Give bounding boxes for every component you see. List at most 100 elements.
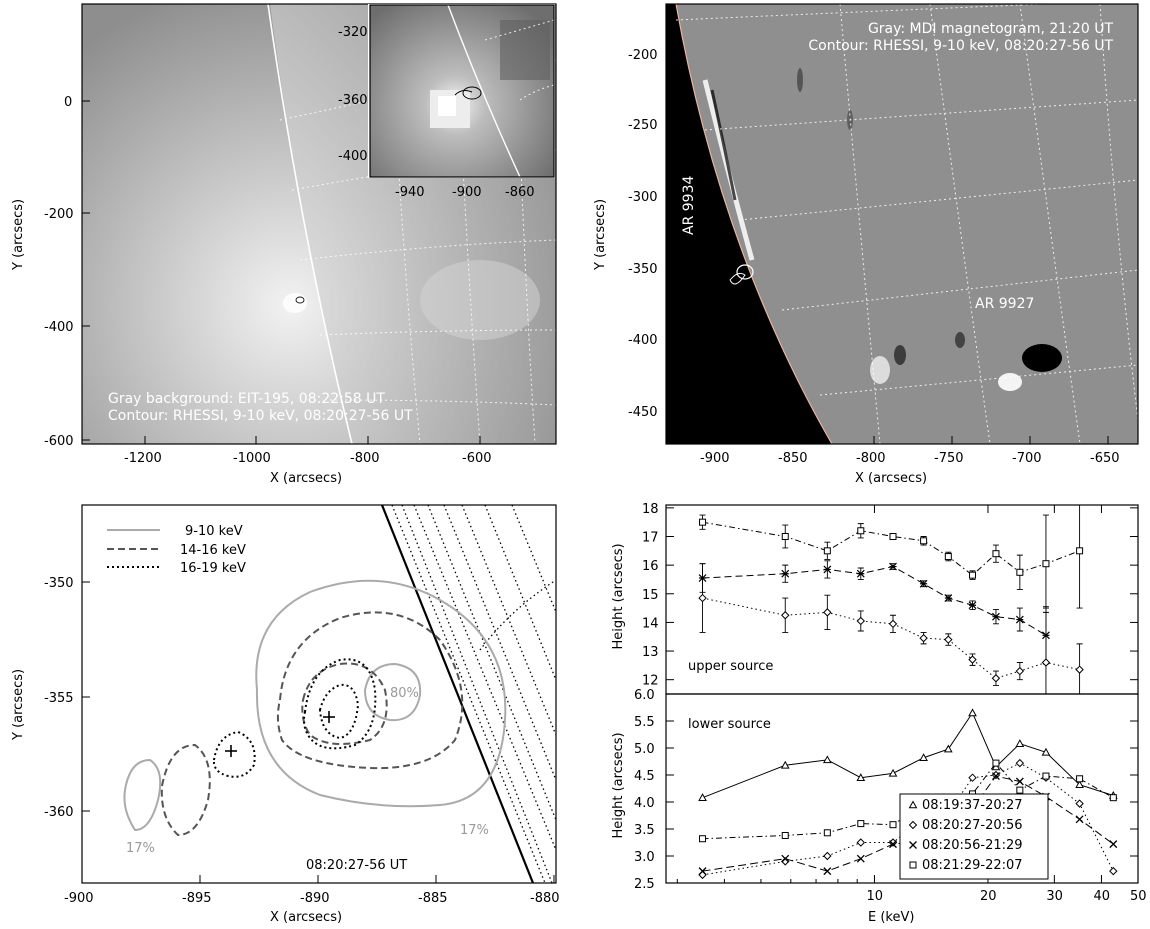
data-point-x xyxy=(889,840,897,849)
panel-a-caption-2: Contour: RHESSI, 9-10 keV, 08:20:27-56 U… xyxy=(108,408,413,424)
data-point-star xyxy=(944,594,953,602)
y-tick-label: -350 xyxy=(628,262,658,277)
data-point-diamond xyxy=(919,633,928,643)
data-point-diamond xyxy=(823,608,832,617)
lower-series-0 xyxy=(698,708,1118,801)
y-tick-label: -300 xyxy=(628,190,658,205)
data-point-x xyxy=(909,841,917,849)
data-point-triangle xyxy=(919,753,928,762)
data-point-square xyxy=(1042,772,1050,780)
x-axis-label: X (arcsecs) xyxy=(270,910,342,925)
series-line xyxy=(702,521,1080,576)
y-tick-label: -600 xyxy=(44,434,74,449)
rhessi-contour-limb xyxy=(736,264,754,280)
contour-level-label: 80% xyxy=(390,686,419,701)
x-axis-label: E (keV) xyxy=(868,910,914,925)
data-point-diamond xyxy=(968,773,977,782)
data-point-x xyxy=(781,854,790,863)
legend-box xyxy=(899,793,1049,880)
data-point-diamond xyxy=(1075,665,1084,674)
series-line xyxy=(702,566,1047,636)
panel-c-ticks xyxy=(81,581,555,883)
y-tick-label: 4.0 xyxy=(634,796,655,811)
x-tick-label: -650 xyxy=(1090,451,1120,466)
data-point-triangle xyxy=(908,800,918,809)
x-tick-label: -700 xyxy=(1012,451,1042,466)
inset-xtick-label: -940 xyxy=(395,185,425,200)
y-tick-label: -400 xyxy=(628,333,658,348)
panel-b-caption-1: Gray: MDI magnetogram, 21:20 UT xyxy=(868,21,1114,37)
y-axis-label: Y (arcsecs) xyxy=(11,199,26,271)
upper-series-0 xyxy=(699,504,1084,613)
lower-plot-frame xyxy=(665,693,1139,884)
data-point-square xyxy=(1076,547,1084,555)
y-tick-label: 5.5 xyxy=(634,715,655,730)
data-point-square xyxy=(909,861,917,869)
legend-label: 9-10 keV xyxy=(185,524,243,539)
y-tick-label: -450 xyxy=(628,405,658,420)
legend-label: 08:19:37-20:27 xyxy=(922,798,1023,813)
data-point-triangle xyxy=(698,793,707,801)
data-point-triangle xyxy=(856,773,866,781)
data-point-triangle xyxy=(888,768,898,777)
panel-b-caption-2: Contour: RHESSI, 9-10 keV, 08:20:27-56 U… xyxy=(808,38,1113,54)
upper-source-label: upper source xyxy=(688,659,773,674)
lower-source-label: lower source xyxy=(688,717,771,732)
data-point-triangle xyxy=(1015,739,1025,747)
x-tick-label: -900 xyxy=(700,451,730,466)
inset-ytick-label: -320 xyxy=(338,25,368,40)
y-tick-label: 6.0 xyxy=(634,688,655,703)
active-region-label: AR 9934 xyxy=(681,176,697,235)
data-point-triangle xyxy=(1041,747,1051,756)
centroid-cross xyxy=(225,711,335,757)
x-tick-label: -890 xyxy=(300,891,330,906)
data-point-star xyxy=(919,579,928,588)
x-axis-label: X (arcsecs) xyxy=(855,471,927,486)
data-point-square xyxy=(969,571,977,579)
y-tick-label: -200 xyxy=(44,207,74,222)
y-tick-label: -355 xyxy=(44,691,74,706)
error-bar xyxy=(1076,504,1083,609)
y-axis-label: Height (arcsecs) xyxy=(611,732,626,838)
series-line xyxy=(702,597,1080,679)
data-point-square xyxy=(889,533,897,540)
data-point-diamond xyxy=(856,616,866,626)
data-point-diamond xyxy=(991,674,1001,683)
active-region-label: AR 9927 xyxy=(975,296,1034,312)
data-point-x xyxy=(823,867,832,876)
y-tick-label: 2.5 xyxy=(634,877,655,892)
x-tick-label: 40 xyxy=(1093,889,1110,904)
inset-xtick-label: -900 xyxy=(452,185,482,200)
legend-label: 14-16 keV xyxy=(180,543,246,558)
contour-level-label: 17% xyxy=(460,823,489,838)
data-point-square xyxy=(992,550,1000,558)
y-tick-label: -360 xyxy=(44,805,74,820)
legend-label: 08:20:27-20:56 xyxy=(922,818,1023,833)
data-point-diamond xyxy=(991,770,1001,780)
y-tick-label: 18 xyxy=(642,502,659,517)
y-tick-label: 14 xyxy=(642,616,659,631)
data-point-star xyxy=(968,601,977,610)
y-tick-label: -200 xyxy=(628,48,658,63)
data-point-square xyxy=(699,835,707,843)
inset-xtick-label: -860 xyxy=(505,185,535,200)
x-tick-label: -750 xyxy=(934,451,964,466)
x-tick-label: -800 xyxy=(856,451,886,466)
data-point-diamond xyxy=(1041,658,1051,667)
data-point-triangle xyxy=(943,744,953,753)
data-point-triangle xyxy=(968,708,977,717)
data-point-square xyxy=(920,537,928,545)
data-point-square xyxy=(781,533,789,540)
data-point-star xyxy=(992,612,1000,621)
data-point-square xyxy=(699,518,707,526)
x-tick-label: 20 xyxy=(980,889,997,904)
panel-b-ticks xyxy=(666,53,1109,444)
data-point-diamond xyxy=(1015,758,1025,768)
y-tick-label: 0 xyxy=(64,95,72,110)
x-tick-label: -1000 xyxy=(233,451,271,466)
y-tick-label: 15 xyxy=(642,588,659,603)
x-tick-label: -880 xyxy=(530,891,560,906)
upper-series-1 xyxy=(698,560,1050,665)
x-tick-label: 50 xyxy=(1130,889,1147,904)
data-point-square xyxy=(823,547,831,555)
